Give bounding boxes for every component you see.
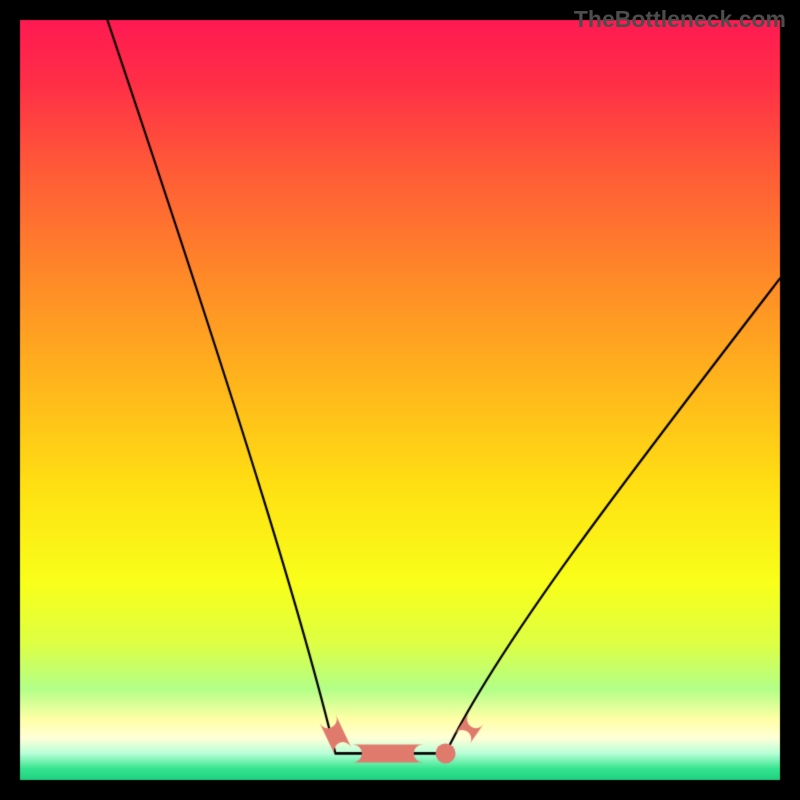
bottleneck-chart-canvas (0, 0, 800, 800)
chart-stage: TheBottleneck.com (0, 0, 800, 800)
